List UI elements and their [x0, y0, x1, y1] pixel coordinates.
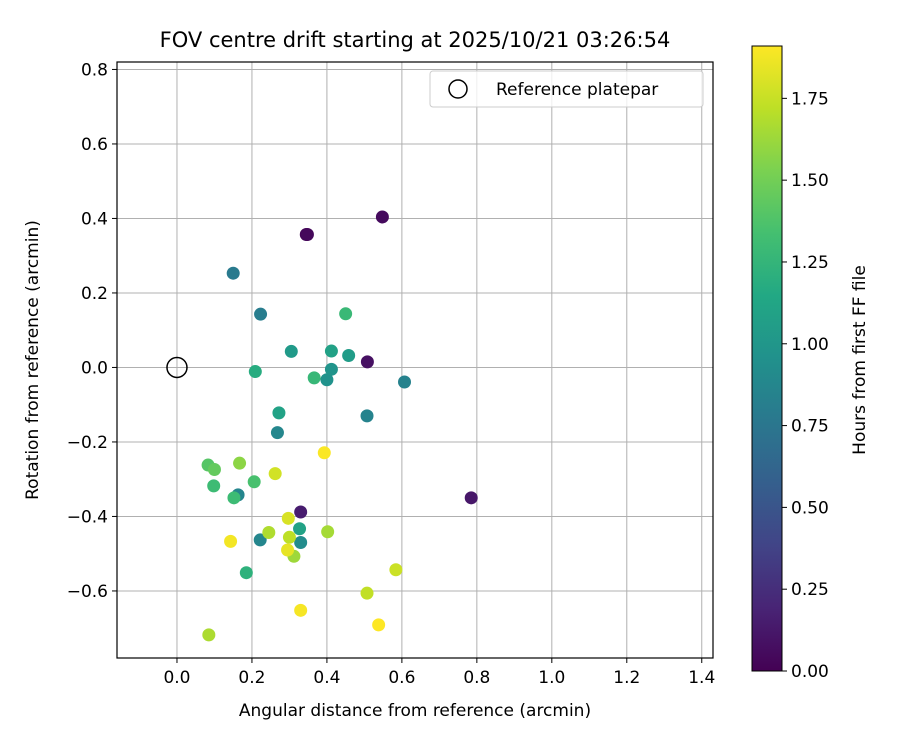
colorbar-tick-label: 1.50 [791, 171, 829, 191]
x-tick-label: 0.8 [463, 668, 490, 688]
x-tick-label: 0.2 [238, 668, 265, 688]
x-tick-label: 1.4 [688, 668, 715, 688]
data-point [282, 530, 296, 544]
data-point [294, 603, 308, 617]
x-tick-label: 1.0 [538, 668, 565, 688]
y-tick-label: 0.4 [81, 209, 108, 229]
y-tick-label: 0.8 [81, 60, 108, 80]
data-point [248, 365, 262, 379]
data-point [293, 522, 307, 536]
legend-entry-reference-platepar: Reference platepar [496, 80, 658, 100]
data-point [281, 511, 295, 525]
y-tick-label: −0.2 [67, 433, 108, 453]
y-tick-label: 0.0 [81, 358, 108, 378]
data-point [202, 628, 216, 642]
colorbar-ticks: 0.00 0.25 0.50 0.75 1.00 1.25 1.50 1.75 [782, 89, 829, 682]
legend-reference-marker [448, 79, 468, 99]
data-point [324, 362, 338, 376]
plot-frame [116, 61, 714, 659]
data-point [360, 409, 374, 423]
colorbar-tick-label: 1.75 [791, 89, 829, 109]
chart-title: FOV centre drift starting at 2025/10/21 … [160, 28, 671, 52]
legend-box [429, 70, 704, 108]
data-point [398, 375, 412, 389]
data-point [254, 307, 268, 321]
data-point [224, 534, 238, 548]
data-point [360, 355, 374, 369]
colorbar-tick-label: 0.50 [791, 498, 829, 518]
y-axis-label: Rotation from reference (arcmin) [23, 220, 43, 500]
data-point [307, 371, 321, 385]
y-tick-label: 0.2 [81, 284, 108, 304]
data-point [389, 563, 403, 577]
colorbar-gradient [751, 45, 783, 672]
data-point [294, 505, 308, 519]
colorbar-tick-label: 0.75 [791, 417, 829, 437]
x-tick-label: 0.0 [163, 668, 190, 688]
data-point [247, 475, 261, 489]
y-tick-label: −0.6 [67, 582, 108, 602]
reference-platepar-marker [166, 356, 188, 379]
y-tick-label: −0.4 [67, 507, 108, 527]
data-point [226, 266, 240, 280]
colorbar-tick-label: 0.00 [791, 662, 829, 682]
x-tick-label: 0.4 [313, 668, 340, 688]
data-point [253, 533, 267, 547]
data-point [339, 307, 353, 321]
data-point [317, 446, 331, 460]
data-point [268, 467, 282, 481]
data-point [233, 456, 247, 470]
data-points [166, 210, 478, 642]
data-point [375, 210, 389, 224]
data-point [342, 349, 356, 363]
data-point [284, 344, 298, 358]
data-point [207, 479, 221, 493]
colorbar-label: Hours from first FF file [850, 265, 870, 455]
data-point [262, 525, 276, 539]
data-point [272, 406, 286, 420]
data-point [227, 491, 241, 505]
legend: Reference platepar [429, 70, 704, 108]
data-point [207, 463, 221, 477]
grid-lines [117, 62, 713, 658]
data-point [321, 525, 335, 539]
data-point [464, 491, 478, 505]
x-axis-label: Angular distance from reference (arcmin) [239, 701, 591, 721]
x-tick-label: 0.6 [388, 668, 415, 688]
data-point [320, 373, 334, 387]
data-point [294, 536, 308, 550]
data-point [372, 618, 386, 632]
y-axis-ticks: −0.6 −0.4 −0.2 0.0 0.2 0.4 0.6 0.8 [67, 60, 117, 602]
data-point [270, 426, 284, 440]
data-point [239, 566, 253, 580]
colorbar-tick-label: 1.25 [791, 253, 829, 273]
data-point [300, 227, 314, 241]
colorbar-tick-label: 1.00 [791, 335, 829, 355]
y-tick-label: 0.6 [81, 135, 108, 155]
data-point [324, 344, 338, 358]
x-axis-ticks: 0.0 0.2 0.4 0.6 0.8 1.0 1.2 1.4 [163, 658, 715, 688]
colorbar-tick-label: 0.25 [791, 580, 829, 600]
colorbar: 0.00 0.25 0.50 0.75 1.00 1.25 1.50 1.75 Hours f… [751, 45, 870, 682]
x-tick-label: 1.2 [613, 668, 640, 688]
data-point [281, 543, 295, 557]
data-point [360, 586, 374, 600]
